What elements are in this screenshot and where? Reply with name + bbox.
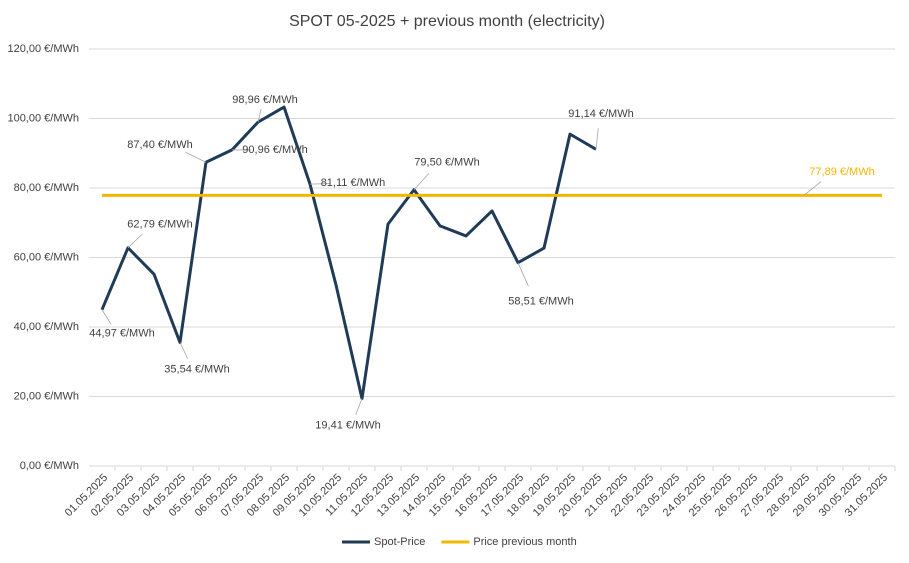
data-label: 77,89 €/MWh: [809, 166, 874, 178]
leader-line: [803, 181, 822, 196]
leader-line: [185, 151, 207, 163]
y-tick-label: 0,00 €/MWh: [20, 460, 79, 472]
y-tick-label: 40,00 €/MWh: [14, 321, 79, 333]
leader-line: [517, 262, 529, 287]
data-label: 90,96 €/MWh: [242, 144, 307, 156]
chart-title: SPOT 05-2025 + previous month (electrici…: [289, 13, 605, 30]
y-tick-label: 80,00 €/MWh: [14, 182, 79, 194]
leader-line: [355, 398, 363, 415]
leader-line: [309, 183, 330, 185]
leader-line: [257, 108, 262, 123]
legend-label: Price previous month: [473, 536, 576, 548]
data-label: 19,41 €/MWh: [315, 419, 380, 431]
data-label: 58,51 €/MWh: [508, 296, 573, 308]
legend-label: Spot-Price: [374, 536, 425, 548]
leader-line: [413, 173, 430, 191]
y-tick-label: 20,00 €/MWh: [14, 390, 79, 402]
data-label: 44,97 €/MWh: [89, 328, 154, 340]
series-line: [100, 105, 597, 401]
data-label: 79,50 €/MWh: [414, 157, 479, 169]
data-label: 98,96 €/MWh: [232, 94, 297, 106]
data-label: 62,79 €/MWh: [127, 219, 192, 231]
leader-line: [595, 128, 599, 150]
y-tick-label: 120,00 €/MWh: [7, 43, 79, 55]
data-label: 35,54 €/MWh: [164, 363, 229, 375]
leader-line: [127, 233, 143, 249]
leader-line: [101, 309, 112, 325]
data-label: 91,14 €/MWh: [568, 108, 633, 120]
y-tick-label: 60,00 €/MWh: [14, 251, 79, 263]
data-label: 81,11 €/MWh: [321, 177, 386, 189]
y-tick-label: 100,00 €/MWh: [7, 112, 79, 124]
leader-line: [179, 342, 189, 359]
data-label: 87,40 €/MWh: [127, 139, 192, 151]
